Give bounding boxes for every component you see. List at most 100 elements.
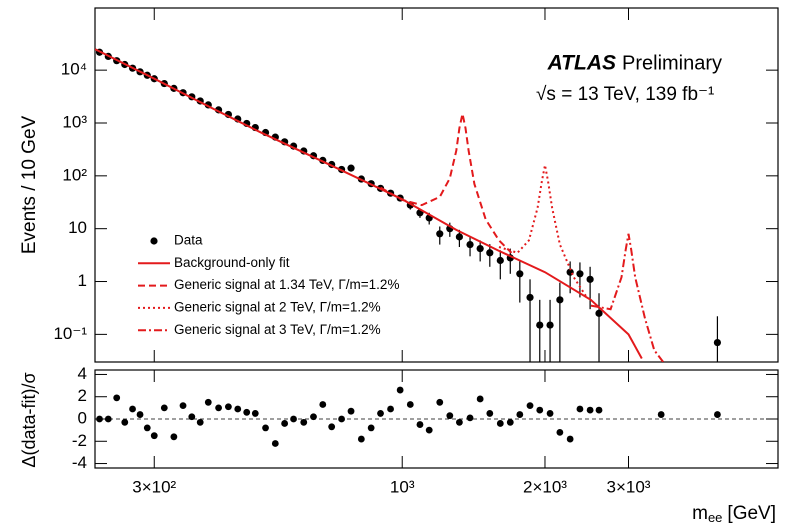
legend-label: Generic signal at 1.34 TeV, Γ/m=1.2% bbox=[174, 277, 399, 292]
data-point bbox=[476, 244, 484, 253]
residual-point bbox=[506, 418, 514, 426]
residual-point bbox=[170, 433, 178, 441]
y-tick-label: 10⁴ bbox=[61, 60, 87, 79]
residual-point bbox=[657, 411, 665, 418]
residual-point bbox=[224, 403, 232, 411]
y-tick-label: 4 bbox=[78, 364, 87, 383]
residual-point bbox=[387, 405, 394, 413]
residual-point bbox=[188, 413, 196, 421]
data-point bbox=[526, 293, 534, 302]
residual-point bbox=[406, 401, 414, 408]
y-tick-label: 1 bbox=[78, 271, 87, 290]
residual-point bbox=[96, 415, 103, 423]
data-point bbox=[436, 230, 444, 238]
residual-point bbox=[367, 424, 375, 432]
legend-label: Data bbox=[174, 233, 203, 248]
residual-point bbox=[714, 411, 721, 418]
y-tick-label: 10 bbox=[68, 218, 87, 237]
residual-point bbox=[546, 410, 554, 417]
legend-label: Generic signal at 3 TeV, Γ/m=1.2% bbox=[174, 322, 381, 337]
legend-label: Background-only fit bbox=[174, 255, 290, 270]
residual-point bbox=[271, 440, 279, 447]
residual-point bbox=[121, 418, 129, 426]
residual-point bbox=[416, 421, 424, 428]
residual-point bbox=[262, 424, 269, 432]
residual-point bbox=[566, 435, 574, 443]
residual-point bbox=[319, 401, 327, 408]
data-point bbox=[486, 249, 494, 257]
residual-point bbox=[300, 418, 308, 426]
residual-point bbox=[347, 407, 355, 415]
residual-point bbox=[143, 424, 151, 432]
residual-point bbox=[160, 404, 168, 412]
data-point bbox=[455, 233, 463, 241]
series-group bbox=[95, 48, 722, 362]
residual-point bbox=[595, 406, 603, 414]
data-point bbox=[556, 296, 564, 304]
residual-point bbox=[179, 402, 187, 410]
top-frame bbox=[94, 7, 779, 363]
conditions-label: √s = 13 TeV, 139 fb⁻¹ bbox=[536, 84, 714, 105]
experiment-label: ATLAS bbox=[547, 52, 616, 75]
residual-point bbox=[204, 398, 212, 406]
data-point bbox=[466, 240, 474, 249]
residual-point bbox=[310, 413, 317, 421]
data-point bbox=[595, 309, 603, 317]
residual-point bbox=[476, 395, 484, 403]
residual-point bbox=[466, 414, 474, 422]
residual-point bbox=[516, 411, 524, 418]
data-point bbox=[516, 270, 524, 278]
x-tick-label: 3×10² bbox=[132, 477, 176, 496]
residual-point bbox=[150, 432, 158, 440]
residual-point bbox=[556, 428, 564, 436]
residual-point bbox=[446, 412, 454, 420]
residual-point bbox=[215, 404, 222, 412]
y-tick-label: 10³ bbox=[62, 112, 87, 131]
residual-point bbox=[377, 410, 384, 417]
residual-point bbox=[486, 410, 494, 417]
residual-point bbox=[251, 410, 259, 417]
residual-point bbox=[586, 406, 594, 414]
x-axis-label: mee [GeV] bbox=[692, 503, 776, 525]
x-label-unit: [GeV] bbox=[727, 503, 776, 524]
residual-axis-label: Δ(data-fit)/σ bbox=[19, 372, 39, 467]
data-point bbox=[713, 338, 722, 347]
data-point bbox=[347, 164, 355, 172]
x-label-subscript: ee bbox=[708, 510, 722, 525]
y-axis-label: Events / 10 GeV bbox=[19, 115, 40, 254]
x-label-symbol: m bbox=[692, 503, 708, 524]
residual-point bbox=[281, 420, 289, 427]
residual-point bbox=[338, 415, 345, 423]
x-tick-label: 2×10³ bbox=[523, 477, 567, 496]
residual-point bbox=[243, 408, 251, 416]
data-point bbox=[546, 321, 554, 329]
y-tick-label: 2 bbox=[78, 386, 87, 405]
residual-point bbox=[436, 398, 444, 406]
residual-point bbox=[536, 406, 544, 414]
y-tick-label: -2 bbox=[72, 431, 87, 450]
residual-point bbox=[357, 435, 365, 443]
legend-label: Generic signal at 2 TeV, Γ/m=1.2% bbox=[174, 299, 381, 314]
residual-point bbox=[425, 426, 433, 434]
line-series bbox=[590, 233, 664, 362]
residual-point bbox=[234, 405, 242, 413]
residual-point bbox=[396, 386, 404, 394]
x-tick-label: 3×10³ bbox=[607, 477, 651, 496]
residual-point bbox=[526, 402, 534, 410]
residual-point bbox=[196, 418, 204, 426]
y-tick-label: -4 bbox=[72, 453, 87, 472]
data-point bbox=[536, 321, 544, 329]
data-point bbox=[576, 270, 584, 278]
legend-marker bbox=[150, 237, 158, 245]
y-tick-label: 0 bbox=[78, 408, 87, 427]
line-series bbox=[498, 164, 588, 298]
residual-point bbox=[290, 415, 297, 423]
data-point bbox=[586, 275, 594, 283]
residual-point bbox=[129, 405, 136, 413]
line-series bbox=[95, 48, 643, 359]
residual-point bbox=[496, 420, 504, 427]
x-tick-label: 10³ bbox=[390, 477, 415, 496]
residual-point bbox=[328, 423, 336, 431]
residual-point bbox=[104, 415, 112, 423]
